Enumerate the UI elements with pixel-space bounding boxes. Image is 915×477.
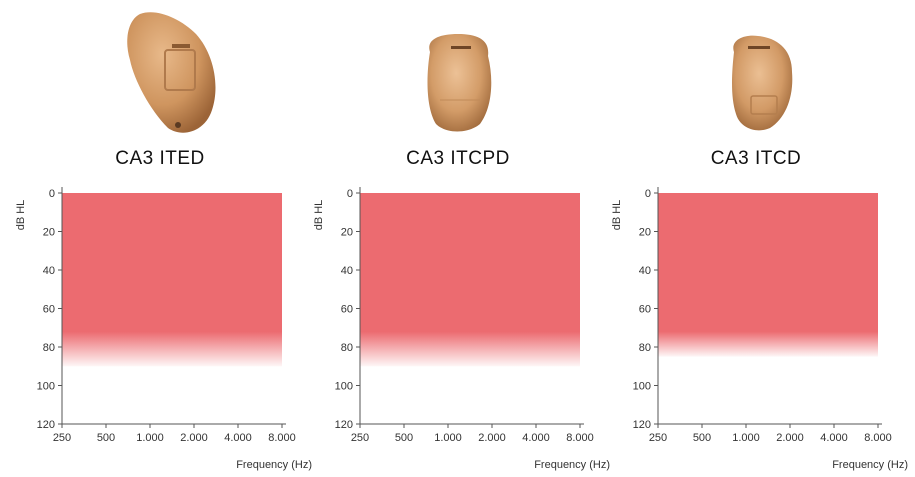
y-tick-label: 100	[335, 381, 353, 393]
x-tick-label: 2.000	[776, 432, 804, 444]
y-axis-title: dB HL	[15, 200, 27, 231]
y-tick-label: 0	[347, 188, 353, 200]
y-tick-label: 120	[335, 419, 353, 431]
panel-ited: CA3 ITED 0 20 40 60 80 100 120 250 500 1.000 2.000…	[0, 0, 312, 477]
x-tick-label: 8.000	[864, 432, 892, 444]
x-tick-label: 1.000	[732, 432, 760, 444]
y-tick-label: 80	[43, 342, 55, 354]
y-tick-label: 40	[341, 265, 353, 277]
x-tick-label: 250	[351, 432, 369, 444]
panel-itcd: CA3 ITCD 0 20 40 60 80 100 120 250 500 1.000 2.000…	[596, 0, 908, 477]
x-tick-label: 500	[693, 432, 711, 444]
x-axis-title: Frequency (Hz)	[534, 459, 610, 471]
y-tick-label: 20	[43, 227, 55, 239]
x-tick-label: 1.000	[434, 432, 462, 444]
x-tick-label: 500	[97, 432, 115, 444]
fitting-range-area	[658, 193, 878, 357]
y-tick-label: 40	[639, 265, 651, 277]
hearing-aid-itcpd-image	[427, 34, 492, 132]
x-tick-label: 4.000	[224, 432, 252, 444]
x-tick-label: 8.000	[566, 432, 594, 444]
y-tick-label: 0	[49, 188, 55, 200]
x-tick-label: 250	[53, 432, 71, 444]
y-tick-label: 120	[633, 419, 651, 431]
x-axis-title: Frequency (Hz)	[832, 459, 908, 471]
y-axis-title: dB HL	[611, 200, 623, 231]
y-tick-label: 80	[639, 342, 651, 354]
y-tick-label: 80	[341, 342, 353, 354]
x-tick-label: 2.000	[180, 432, 208, 444]
x-tick-label: 250	[649, 432, 667, 444]
x-tick-label: 2.000	[478, 432, 506, 444]
y-tick-label: 100	[37, 381, 55, 393]
y-tick-label: 20	[341, 227, 353, 239]
y-tick-label: 120	[37, 419, 55, 431]
y-axis-title: dB HL	[313, 200, 325, 231]
panel-itcpd: CA3 ITCPD 0 20 40 60 80 100 120 250 500 1.000 2.00…	[298, 0, 610, 477]
y-tick-label: 60	[43, 304, 55, 316]
x-tick-label: 500	[395, 432, 413, 444]
x-tick-label: 1.000	[136, 432, 164, 444]
model-name: CA3 ITED	[115, 148, 205, 169]
x-axis-title: Frequency (Hz)	[236, 459, 312, 471]
model-name: CA3 ITCD	[710, 148, 802, 169]
model-name: CA3 ITCPD	[406, 148, 510, 169]
y-tick-label: 100	[633, 381, 651, 393]
y-tick-label: 20	[639, 227, 651, 239]
y-tick-label: 60	[639, 304, 651, 316]
fitting-range-area	[360, 193, 580, 367]
hearing-aid-ited-image	[127, 12, 216, 133]
x-tick-label: 8.000	[268, 432, 296, 444]
x-tick-label: 4.000	[820, 432, 848, 444]
y-tick-label: 40	[43, 265, 55, 277]
fitting-range-area	[62, 193, 282, 367]
x-tick-label: 4.000	[522, 432, 550, 444]
y-tick-label: 60	[341, 304, 353, 316]
hearing-aid-itcd-image	[732, 35, 793, 131]
y-tick-label: 0	[645, 188, 651, 200]
